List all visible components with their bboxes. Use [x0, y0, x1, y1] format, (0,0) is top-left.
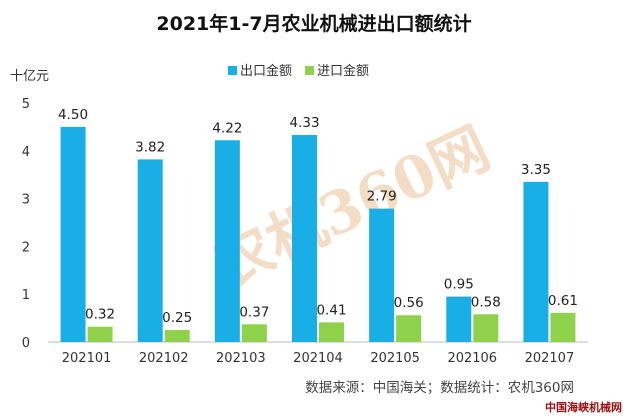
import-bar	[241, 324, 267, 342]
export-bar	[292, 135, 317, 342]
import-data-label: 0.37	[239, 304, 269, 320]
export-bar	[60, 126, 86, 343]
export-bar	[137, 159, 163, 342]
chart-title: 2021年1-7月农业机械进出口额统计	[156, 12, 471, 35]
import-bar	[87, 326, 113, 342]
legend-swatch	[305, 66, 314, 75]
import-data-label: 0.32	[85, 307, 115, 323]
import-data-label: 0.58	[471, 294, 501, 310]
export-data-label: 2.79	[367, 189, 397, 205]
bars	[60, 126, 576, 343]
x-category-label: 202103	[216, 351, 266, 366]
y-unit-label: 十亿元	[10, 69, 49, 84]
import-data-label: 0.56	[394, 295, 424, 311]
y-tick-label: 1	[22, 288, 30, 303]
x-category-label: 202101	[62, 351, 112, 366]
x-category-label: 202104	[293, 351, 343, 366]
import-bar	[319, 322, 344, 342]
data-labels: 4.50 0.32 3.82 0.25 4.22 0.37 4.33 0.41 2.79 0.56…	[58, 107, 578, 326]
export-bar	[523, 181, 549, 342]
export-bar	[214, 140, 240, 342]
export-data-label: 4.50	[58, 107, 88, 123]
x-category-label: 202102	[139, 351, 189, 366]
export-data-label: 4.33	[289, 115, 319, 131]
corner-mark: 中国海峡机械网	[545, 400, 622, 414]
export-data-label: 0.95	[444, 277, 474, 293]
x-category-label: 202106	[447, 351, 497, 366]
y-axis-ticks: 0 1 2 3 4 5	[22, 97, 30, 351]
legend: 出口金额 进口金额	[228, 63, 369, 79]
y-tick-label: 3	[22, 193, 30, 208]
legend-swatch	[228, 66, 237, 75]
export-bar	[369, 208, 395, 342]
y-tick-label: 5	[22, 97, 30, 112]
import-bar	[473, 314, 499, 342]
export-data-label: 3.35	[521, 162, 551, 178]
export-data-label: 4.22	[212, 120, 242, 136]
import-data-label: 0.61	[548, 293, 578, 309]
import-data-label: 0.25	[162, 310, 192, 326]
x-axis-categories: 202101 202102 202103 202104 202105 202106 2021…	[62, 351, 574, 366]
import-bar	[396, 315, 422, 342]
y-tick-label: 4	[22, 145, 30, 160]
x-category-label: 202105	[370, 351, 420, 366]
import-data-label: 0.41	[316, 302, 346, 318]
export-data-label: 3.82	[135, 139, 165, 155]
y-tick-label: 0	[22, 336, 30, 351]
watermark: 农机360网	[203, 114, 499, 300]
x-category-label: 202107	[525, 351, 575, 366]
y-tick-label: 2	[22, 240, 30, 255]
import-bar	[550, 312, 576, 342]
legend-label: 出口金额	[240, 63, 292, 79]
import-bar	[164, 330, 190, 342]
legend-label: 进口金额	[317, 63, 369, 79]
source-note: 数据来源：中国海关；数据统计：农机360网	[305, 380, 574, 396]
export-bar	[446, 296, 472, 342]
